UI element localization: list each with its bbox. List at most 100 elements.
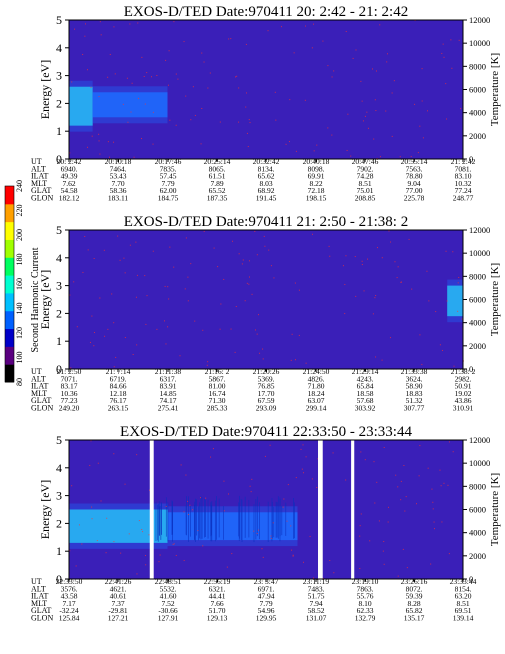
panel-2-cell: 18.83 [406,389,423,398]
panel-2-speckle [213,247,215,249]
panel-1-speckle [350,155,352,157]
panel-1-speckle [127,121,129,123]
panel-2-speckle [381,359,383,361]
panel-2-band-1 [447,285,463,317]
panel-2-speckle [248,283,250,285]
panel-2-ytick-label: 4 [56,251,62,265]
panel-3-speckle [383,446,385,448]
panel-1-cell: 53.43 [110,172,127,181]
panel-3-cell: 63.20 [455,592,472,601]
panel-1-cell: 184.75 [158,194,179,203]
panel-3-speckle [223,480,225,482]
panel-3-speckle [406,567,408,569]
panel-3-speckle [286,520,288,522]
panel-1-speckle [333,70,335,72]
panel-2-speckle [124,337,126,339]
panel-3-speckle [96,540,98,542]
panel-1-speckle [173,21,175,23]
panel-2-speckle [381,257,383,259]
panel-1-speckle [419,125,421,127]
panel-3-cell: 7.94 [309,599,322,608]
panel-1-speckle [288,141,290,143]
panel-1-speckle [238,121,240,123]
panel-2-cell: 21:33:38 [401,367,428,376]
panel-2-speckle [163,320,165,322]
panel-3-ytick-label: 1 [56,544,62,558]
panel-3-speckle [415,503,417,505]
panel-1-speckle [152,143,154,145]
panel-2-speckle [388,230,390,232]
panel-2-speckle [165,343,167,345]
panel-2-cell: 50.91 [455,382,472,391]
panel-1-cell: 7.79 [161,179,174,188]
panel-1-speckle [246,92,248,94]
panel-1-speckle [362,120,364,122]
panel-2-speckle [248,260,250,262]
panel-1-speckle [331,134,333,136]
panel-2-cell: 21:11:38 [155,367,182,376]
panel-3-ytick-label: 4 [56,461,62,475]
panel-3-speckle [231,553,233,555]
panel-1-cell: 58.36 [110,186,127,195]
panel-1-speckle [427,110,429,112]
panel-1-speckle [393,80,395,82]
panel-1-speckle [304,99,306,101]
panel-1-speckle [201,107,203,109]
panel-1-speckle [141,138,143,140]
panel-1-ytick-label: 0 [56,152,62,166]
panel-2-speckle [363,290,365,292]
panel-2-speckle [453,365,455,367]
panel-2-speckle [89,341,91,343]
panel-1-row-label-glon: GLON [31,194,53,203]
panel-1-speckle [355,49,357,51]
panel-3-speckle [292,554,294,556]
panel-1-speckle [311,47,313,49]
panel-2-speckle [457,282,459,284]
panel-2-speckle [173,266,175,268]
panel-1-speckle [421,68,423,70]
panel-2-speckle [94,332,96,334]
panel-3-speckle [448,553,450,555]
panel-1-speckle [201,52,203,54]
panel-2-cell: 43.86 [455,396,472,405]
panel-2-speckle [219,328,221,330]
panel-3-speckle [427,467,429,469]
panel-2-y2label: Temperature [K] [489,263,501,336]
colorbar-segment [5,203,14,223]
panel-2-row-label-glon: GLON [31,404,53,413]
panel-1-speckle [203,61,205,63]
panel-1-speckle [346,149,348,151]
panel-1-speckle [245,106,247,108]
panel-2-speckle [445,250,447,252]
panel-2-speckle [164,285,166,287]
panel-1-cell: 7464. [110,164,127,173]
panel-1-speckle [385,110,387,112]
panel-3-cell: 7863. [357,584,374,593]
panel-1-cell: 20:25:14 [204,157,231,166]
panel-2-speckle [203,230,205,232]
panel-3-cell: 135.17 [404,614,425,623]
panel-2-speckle [185,237,187,239]
panel-1-speckle [280,26,282,28]
panel-1-cell: 20: 2:42 [57,157,82,166]
panel-2-speckle [457,310,459,312]
panel-3-cell: 131.07 [306,614,327,623]
panel-1-speckle [146,72,148,74]
panel-2-speckle [145,323,147,325]
panel-1-cell: 8098. [308,164,325,173]
panel-1-ytick-label: 5 [56,13,62,27]
panel-3-speckle [90,440,92,442]
panel-1-speckle [410,156,412,158]
panel-3-speckle [373,461,375,463]
panel-1-cell: 8065. [209,164,226,173]
panel-2-cell: 21:16: 2 [205,367,230,376]
panel-1-speckle [316,144,318,146]
panel-1-speckle [379,156,381,158]
panel-1-cell: 8.03 [259,179,272,188]
panel-2-speckle [390,241,392,243]
panel-1-speckle [141,56,143,58]
panel-3-speckle [283,498,285,500]
panel-3-speckle [452,451,454,453]
panel-2-speckle [294,359,296,361]
